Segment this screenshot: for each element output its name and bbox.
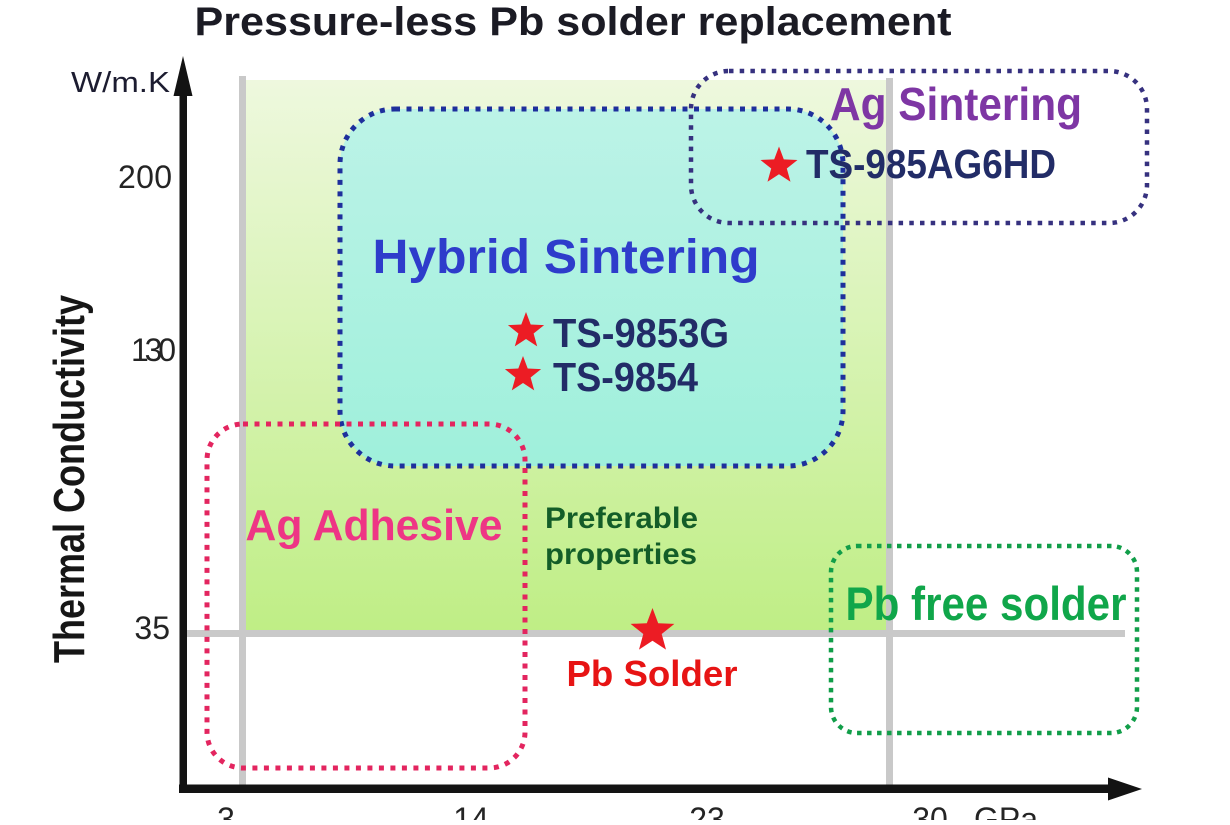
svg-text:W/m.K: W/m.K xyxy=(71,67,171,99)
svg-text:130: 130 xyxy=(131,332,176,368)
svg-text:14: 14 xyxy=(453,801,489,820)
svg-text:GPa: GPa xyxy=(974,801,1038,820)
svg-text:200: 200 xyxy=(118,159,172,195)
svg-text:23: 23 xyxy=(689,801,725,820)
svg-text:TS-9853G: TS-9853G xyxy=(553,310,729,356)
svg-text:Pb free solder: Pb free solder xyxy=(846,577,1127,630)
svg-text:properties: properties xyxy=(545,538,697,571)
svg-text:30: 30 xyxy=(912,801,948,820)
svg-text:Ag Adhesive: Ag Adhesive xyxy=(246,501,503,550)
svg-text:35: 35 xyxy=(134,610,170,646)
svg-text:Thermal Conductivity: Thermal Conductivity xyxy=(45,295,94,663)
svg-text:Pressure-less Pb solder replac: Pressure-less Pb solder replacement xyxy=(195,0,952,44)
svg-text:TS-985AG6HD: TS-985AG6HD xyxy=(806,141,1056,187)
svg-text:Hybrid Sintering: Hybrid Sintering xyxy=(373,231,760,284)
svg-text:TS-9854: TS-9854 xyxy=(553,354,698,400)
svg-text:Ag Sintering: Ag Sintering xyxy=(830,78,1082,130)
svg-text:3: 3 xyxy=(217,801,235,820)
svg-text:Preferable: Preferable xyxy=(545,502,698,535)
svg-text:Pb Solder: Pb Solder xyxy=(567,653,738,694)
